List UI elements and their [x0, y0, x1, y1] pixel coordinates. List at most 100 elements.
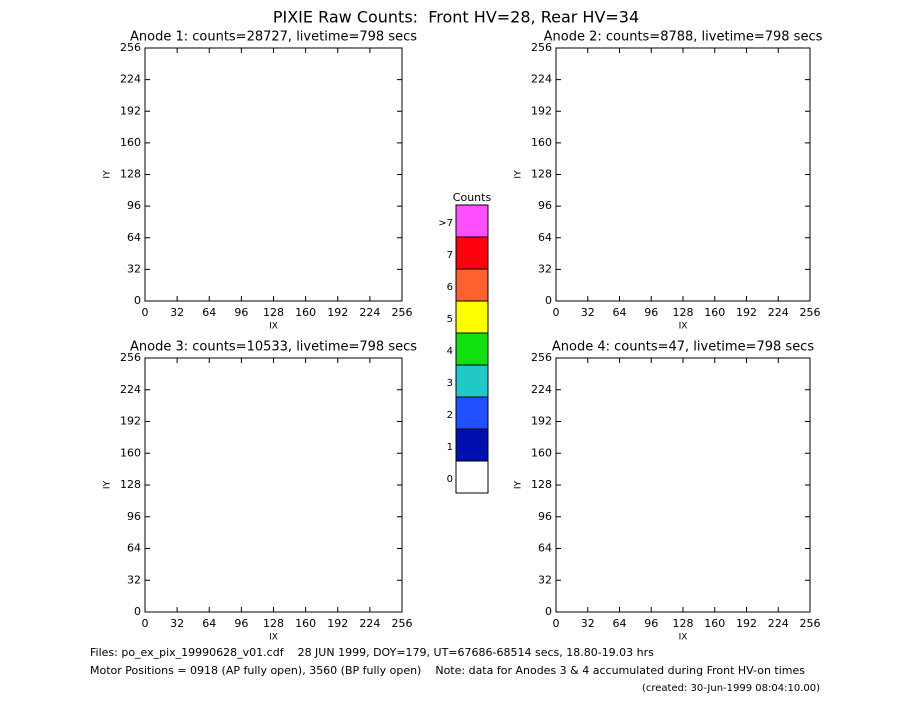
x-tick-label: 32: [170, 306, 184, 319]
y-tick-label: 64: [127, 231, 141, 244]
colorbar-label: 6: [447, 282, 453, 293]
x-tick-label: 32: [170, 617, 184, 630]
x-tick-label: 96: [644, 306, 658, 319]
colorbar-cell: [455, 460, 489, 494]
x-tick-label: 160: [704, 306, 725, 319]
y-tick-label: 224: [120, 383, 141, 396]
colorbar-cell: [455, 428, 489, 462]
y-axis-label: IY: [103, 170, 113, 179]
x-tick-label: 64: [613, 306, 627, 319]
x-tick-label: 192: [736, 306, 757, 319]
x-tick-label: 224: [359, 306, 380, 319]
y-axis-label: IY: [103, 480, 113, 489]
y-tick-label: 192: [531, 415, 552, 428]
y-tick-label: 128: [120, 478, 141, 491]
colorbar-title: Counts: [453, 191, 492, 204]
x-axis-label: IX: [679, 633, 688, 643]
x-tick-label: 192: [736, 617, 757, 630]
y-tick-label: 32: [538, 262, 552, 275]
x-tick-label: 0: [142, 617, 149, 630]
y-tick-label: 32: [127, 573, 141, 586]
x-tick-label: 128: [263, 617, 284, 630]
footer-motor: Motor Positions = 0918 (AP fully open), …: [90, 664, 805, 677]
x-tick-label: 128: [673, 306, 694, 319]
x-axis-label: IX: [679, 322, 688, 332]
x-tick-label: 128: [673, 617, 694, 630]
colorbar-label: 0: [447, 474, 453, 485]
colorbar-cell: [455, 300, 489, 334]
colorbar-cell: [455, 204, 489, 238]
x-tick-label: 256: [800, 617, 821, 630]
x-tick-label: 224: [359, 617, 380, 630]
y-tick-label: 128: [120, 168, 141, 181]
x-tick-label: 256: [392, 617, 413, 630]
x-tick-label: 224: [768, 617, 789, 630]
y-tick-label: 64: [538, 231, 552, 244]
colorbar-cell: [455, 268, 489, 302]
footer-created: (created: 30-Jun-1999 08:04:10.00): [642, 683, 820, 694]
x-tick-label: 256: [800, 306, 821, 319]
x-tick-label: 64: [202, 617, 216, 630]
x-tick-label: 192: [327, 306, 348, 319]
x-tick-label: 96: [234, 306, 248, 319]
y-tick-label: 32: [538, 573, 552, 586]
x-tick-label: 32: [581, 306, 595, 319]
panel-title: Anode 2: counts=8788, livetime=798 secs: [544, 30, 823, 45]
panel-title: Anode 1: counts=28727, livetime=798 secs: [130, 30, 417, 45]
colorbar-label: 4: [447, 346, 453, 357]
panel-title: Anode 3: counts=10533, livetime=798 secs: [130, 340, 417, 355]
page-title: PIXIE Raw Counts: Front HV=28, Rear HV=3…: [273, 8, 639, 27]
y-tick-label: 96: [538, 199, 552, 212]
y-tick-label: 192: [120, 415, 141, 428]
y-tick-label: 96: [127, 510, 141, 523]
x-tick-label: 96: [644, 617, 658, 630]
colorbar-label: 2: [447, 410, 453, 421]
y-tick-label: 0: [134, 605, 141, 618]
x-axis-label: IX: [269, 633, 278, 643]
colorbar-cell: [455, 396, 489, 430]
y-tick-label: 64: [538, 542, 552, 555]
y-tick-label: 0: [545, 605, 552, 618]
y-tick-label: 96: [538, 510, 552, 523]
y-axis-label: IY: [514, 170, 524, 179]
x-tick-label: 0: [142, 306, 149, 319]
colorbar-cell: [455, 332, 489, 366]
y-tick-label: 224: [120, 73, 141, 86]
x-axis-label: IX: [269, 322, 278, 332]
y-tick-label: 0: [545, 294, 552, 307]
y-tick-label: 128: [531, 478, 552, 491]
y-tick-label: 0: [134, 294, 141, 307]
y-tick-label: 160: [120, 136, 141, 149]
colorbar-cell: [455, 364, 489, 398]
colorbar-label: 3: [447, 378, 453, 389]
y-tick-label: 224: [531, 383, 552, 396]
x-tick-label: 32: [581, 617, 595, 630]
footer-files: Files: po_ex_pix_19990628_v01.cdf 28 JUN…: [90, 646, 654, 659]
y-tick-label: 96: [127, 199, 141, 212]
x-tick-label: 0: [553, 306, 560, 319]
colorbar-label: >7: [438, 218, 453, 229]
x-tick-label: 0: [553, 617, 560, 630]
x-tick-label: 224: [768, 306, 789, 319]
y-axis-label: IY: [514, 480, 524, 489]
y-tick-label: 192: [531, 104, 552, 117]
y-tick-label: 256: [120, 351, 141, 364]
colorbar-label: 5: [447, 314, 453, 325]
x-tick-label: 128: [263, 306, 284, 319]
y-tick-label: 160: [120, 446, 141, 459]
y-tick-label: 128: [531, 168, 552, 181]
panel-title: Anode 4: counts=47, livetime=798 secs: [552, 340, 814, 355]
x-tick-label: 64: [202, 306, 216, 319]
x-tick-label: 64: [613, 617, 627, 630]
y-tick-label: 160: [531, 136, 552, 149]
y-tick-label: 160: [531, 446, 552, 459]
colorbar-label: 1: [447, 442, 453, 453]
y-tick-label: 192: [120, 104, 141, 117]
x-tick-label: 256: [392, 306, 413, 319]
colorbar-label: 7: [447, 250, 453, 261]
x-tick-label: 160: [295, 617, 316, 630]
y-tick-label: 224: [531, 73, 552, 86]
y-tick-label: 64: [127, 542, 141, 555]
y-tick-label: 256: [531, 351, 552, 364]
